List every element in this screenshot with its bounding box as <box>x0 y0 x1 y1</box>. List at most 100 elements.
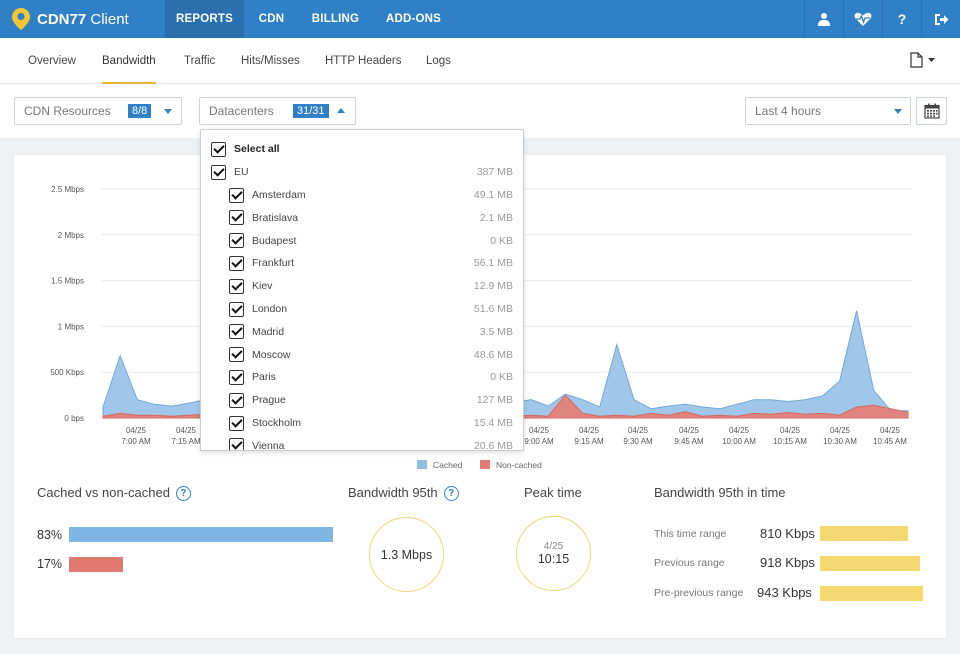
datacenter-option[interactable]: Frankfurt 56.1 MB <box>229 252 513 274</box>
x-tick-date: 04/25 <box>176 426 197 435</box>
x-tick-date: 04/25 <box>529 426 550 435</box>
datacenter-option[interactable]: Prague 127 MB <box>229 389 513 411</box>
calendar-icon <box>923 103 940 119</box>
datacenter-name: Prague <box>252 394 286 407</box>
report-tabs: Overview Bandwidth Traffic Hits/Misses H… <box>0 38 960 84</box>
checkbox-checked[interactable] <box>211 141 226 157</box>
legend-swatch <box>480 460 490 469</box>
datacenter-option[interactable]: Madrid 3.5 MB <box>229 321 513 343</box>
datacenter-option[interactable]: Moscow 48.6 MB <box>229 344 513 366</box>
bandwidth-95th-in-time-title: Bandwidth 95th in time <box>654 485 786 500</box>
checkbox-checked[interactable] <box>229 392 244 408</box>
y-tick-label: 500 Kbps <box>50 368 84 377</box>
help-icon[interactable]: ? <box>882 0 921 38</box>
x-tick-time: 7:00 AM <box>121 437 151 446</box>
datacenters-label: Datacenters <box>209 104 274 118</box>
checkbox-checked[interactable] <box>229 278 244 294</box>
checkbox-checked[interactable] <box>229 210 244 226</box>
tab-bandwidth[interactable]: Bandwidth <box>102 38 156 84</box>
tab-traffic[interactable]: Traffic <box>184 55 216 67</box>
x-tick-time: 9:45 AM <box>674 437 704 446</box>
x-tick-date: 04/25 <box>880 426 901 435</box>
checkbox-checked[interactable] <box>229 347 244 363</box>
checkbox-checked[interactable] <box>229 233 244 249</box>
time-range-select[interactable]: Last 4 hours <box>745 97 911 125</box>
y-tick-label: 1.5 Mbps <box>51 277 84 286</box>
checkbox-checked[interactable] <box>229 255 244 271</box>
legend-swatch <box>417 460 427 469</box>
x-tick-time: 9:30 AM <box>623 437 653 446</box>
y-tick-label: 2 Mbps <box>58 231 84 240</box>
time-range-label: Last 4 hours <box>755 104 822 118</box>
checkbox-checked[interactable] <box>229 187 244 203</box>
bandwidth-95th-title: Bandwidth 95th? <box>348 485 459 502</box>
datacenter-option[interactable]: Bratislava 2.1 MB <box>229 207 513 229</box>
cached-area-series <box>102 310 909 419</box>
datacenter-option[interactable]: Budapest 0 KB <box>229 230 513 252</box>
datacenters-select[interactable]: Datacenters 31/31 <box>199 97 356 125</box>
range-label-previous: Previous range <box>654 557 725 569</box>
legend-label[interactable]: Cached <box>433 460 463 470</box>
filter-bar: CDN Resources 8/8 Datacenters 31/31 Last… <box>0 84 960 138</box>
nav-billing[interactable]: BILLING <box>311 13 360 25</box>
range-label-this: This time range <box>654 528 727 540</box>
nav-reports[interactable]: REPORTS <box>165 0 244 38</box>
datacenter-name: Kiev <box>252 280 273 293</box>
region-option-eu[interactable]: EU 387 MB <box>211 161 513 183</box>
logout-icon[interactable] <box>921 0 960 38</box>
bandwidth-chart: 0 bps 500 Kbps 1 Mbps 1.5 Mbps 2 Mbps 2.5 Mbp… <box>50 185 912 470</box>
checkbox-checked[interactable] <box>229 415 244 431</box>
select-all-option[interactable]: Select all <box>211 138 513 160</box>
chevron-up-icon <box>337 108 345 113</box>
tab-logs[interactable]: Logs <box>426 55 451 67</box>
datacenter-name: Amsterdam <box>252 189 306 201</box>
brand-logo[interactable]: CDN77 Client <box>12 7 129 31</box>
datacenter-traffic: 0 KB <box>490 371 513 384</box>
checkbox-checked[interactable] <box>229 369 244 385</box>
range-bar-pre-previous <box>820 586 923 601</box>
datacenter-option[interactable]: Vienna 20.6 MB <box>229 435 513 451</box>
x-tick-date: 04/25 <box>729 426 750 435</box>
top-navbar: CDN77 Client REPORTS CDN BILLING ADD-ONS… <box>0 0 960 38</box>
tab-http-headers[interactable]: HTTP Headers <box>325 55 402 67</box>
checkbox-checked[interactable] <box>211 164 226 180</box>
calendar-button[interactable] <box>916 97 947 125</box>
legend-label[interactable]: Non-cached <box>496 460 542 470</box>
datacenter-name: Budapest <box>252 234 297 247</box>
tab-overview[interactable]: Overview <box>28 55 76 67</box>
nav-add-ons[interactable]: ADD-ONS <box>385 13 442 25</box>
tab-hits-misses[interactable]: Hits/Misses <box>241 55 300 67</box>
datacenter-option[interactable]: Kiev 12.9 MB <box>229 275 513 297</box>
nav-cdn[interactable]: CDN <box>258 13 285 25</box>
datacenter-option[interactable]: Paris 0 KB <box>229 366 513 388</box>
noncached-percentage-bar <box>69 557 123 572</box>
help-icon[interactable]: ? <box>443 486 459 502</box>
checkbox-checked[interactable] <box>229 324 244 340</box>
location-pin-icon <box>12 8 30 30</box>
datacenter-name: Bratislava <box>252 211 299 224</box>
help-icon[interactable]: ? <box>175 486 191 502</box>
checkbox-checked[interactable] <box>229 438 244 450</box>
cached-percentage-bar <box>69 527 333 542</box>
cdn-resources-select[interactable]: CDN Resources 8/8 <box>14 97 182 125</box>
cdn-resources-count-badge: 8/8 <box>128 104 152 118</box>
x-tick-date: 04/25 <box>780 426 801 435</box>
range-label-pre-previous: Pre-previous range <box>654 587 744 599</box>
heartbeat-icon[interactable] <box>843 0 882 38</box>
range-value-this: 810 Kbps <box>760 526 815 541</box>
bandwidth-95th-circle: 1.3 Mbps <box>369 517 444 592</box>
datacenter-traffic: 20.6 MB <box>473 439 513 451</box>
checkbox-checked[interactable] <box>229 301 244 317</box>
user-icon[interactable] <box>804 0 843 38</box>
datacenter-name: London <box>252 303 288 315</box>
datacenter-traffic: 49.1 MB <box>473 189 513 201</box>
datacenter-option[interactable]: Amsterdam 49.1 MB <box>229 184 513 206</box>
x-tick-time: 9:15 AM <box>574 437 604 446</box>
export-file-icon[interactable] <box>910 52 936 68</box>
datacenter-option[interactable]: London 51.6 MB <box>229 298 513 320</box>
datacenter-traffic: 15.4 MB <box>473 417 513 429</box>
x-tick-date: 04/25 <box>679 426 700 435</box>
datacenter-option[interactable]: Stockholm 15.4 MB <box>229 412 513 434</box>
y-tick-label: 1 Mbps <box>58 322 84 331</box>
x-tick-time: 9:00 AM <box>524 437 554 446</box>
